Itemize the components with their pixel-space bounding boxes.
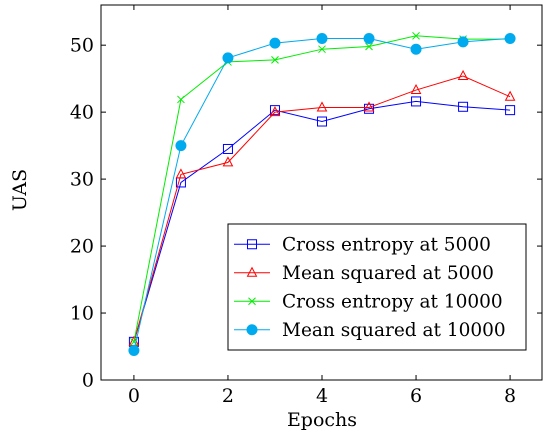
series-line xyxy=(133,100,511,342)
series-4 xyxy=(128,32,516,357)
data-point xyxy=(365,42,373,51)
data-point xyxy=(316,32,328,44)
data-point-stroke xyxy=(318,45,326,54)
data-point xyxy=(410,43,422,55)
y-tick-label: 20 xyxy=(70,236,94,258)
series-line xyxy=(133,75,511,342)
data-point-stroke xyxy=(177,95,185,104)
legend-label: Cross entropy at 10000 xyxy=(282,291,503,312)
legend-swatch-marker xyxy=(246,266,258,277)
legend-label: Mean squared at 10000 xyxy=(282,320,506,341)
legend-label: Mean squared at 5000 xyxy=(282,263,494,284)
data-point xyxy=(271,56,279,64)
data-point xyxy=(411,96,422,107)
x-tick-label: 0 xyxy=(128,385,140,407)
y-tick-label: 0 xyxy=(82,370,94,392)
data-point-stroke xyxy=(365,42,373,51)
y-tick-label: 30 xyxy=(70,169,94,191)
data-point-stroke xyxy=(412,31,420,40)
data-point xyxy=(504,90,516,101)
data-point xyxy=(269,37,281,49)
y-tick-label: 50 xyxy=(70,35,94,57)
data-point xyxy=(410,83,422,95)
data-point xyxy=(457,69,469,80)
y-axis-label: UAS xyxy=(9,169,31,211)
data-point xyxy=(222,143,233,154)
legend-swatch-marker-stroke xyxy=(248,297,256,306)
data-point xyxy=(175,140,187,152)
legend-item: Cross entropy at 5000 xyxy=(234,234,491,255)
legend-swatch-marker xyxy=(247,239,257,250)
plot-area: 0 2 4 6 8 0 10 20 30 40 50 Cross entropy at 5000 Mea… xyxy=(70,4,543,407)
data-point xyxy=(222,156,234,167)
data-point xyxy=(269,106,281,117)
data-point xyxy=(457,36,469,48)
legend-item: Mean squared at 5000 xyxy=(234,263,494,284)
y-tick-label: 40 xyxy=(70,102,94,124)
legend-box xyxy=(227,223,527,351)
data-point xyxy=(505,105,516,116)
data-point xyxy=(317,116,327,127)
legend-item: Cross entropy at 10000 xyxy=(234,291,503,312)
data-point xyxy=(128,345,140,357)
y-tick-label: 10 xyxy=(70,303,94,325)
data-point xyxy=(364,103,375,114)
data-point xyxy=(458,101,469,112)
legend-item: Mean squared at 10000 xyxy=(234,320,506,341)
data-point xyxy=(363,32,375,44)
x-tick-label: 2 xyxy=(222,385,234,407)
legend-swatch-marker xyxy=(246,324,258,336)
data-point xyxy=(318,45,326,54)
data-point xyxy=(269,105,280,116)
data-point xyxy=(222,52,234,64)
legend: Cross entropy at 5000 Mean squared at 500… xyxy=(227,223,527,351)
data-point-stroke xyxy=(271,56,279,64)
legend-swatch-marker xyxy=(248,297,256,306)
legend-label: Cross entropy at 5000 xyxy=(282,234,491,255)
x-tick-label: 6 xyxy=(410,385,422,407)
data-point xyxy=(175,168,187,179)
x-axis-label: Epochs xyxy=(287,409,357,431)
data-point xyxy=(363,101,375,112)
series-1 xyxy=(128,96,516,347)
x-tick-label: 8 xyxy=(504,385,516,407)
data-point xyxy=(316,101,328,112)
data-point xyxy=(504,32,516,44)
data-point xyxy=(177,95,185,104)
x-tick-label: 4 xyxy=(316,385,328,407)
data-point xyxy=(412,31,420,40)
